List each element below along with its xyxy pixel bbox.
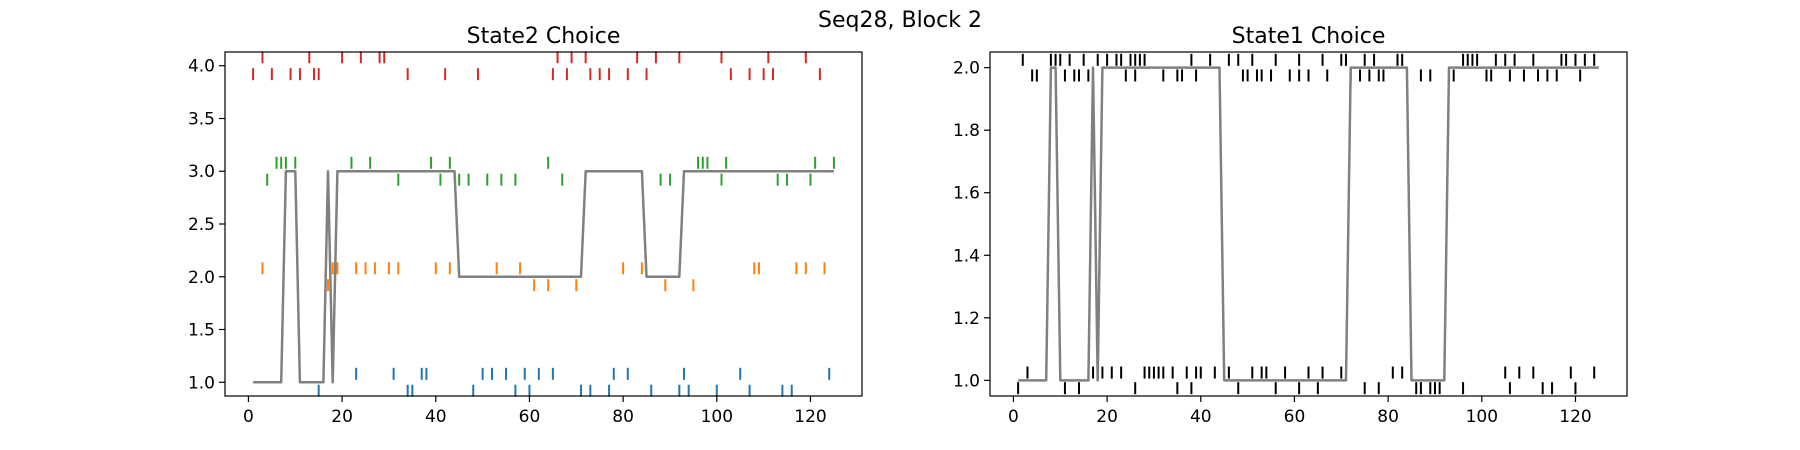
series-state-3-choices xyxy=(266,156,835,186)
x-tick-label: 100 xyxy=(701,407,733,427)
x-tick-label: 80 xyxy=(612,407,634,427)
x-tick-label: 100 xyxy=(1466,407,1498,427)
y-tick-label: 2.5 xyxy=(188,215,215,235)
y-tick-label: 1.0 xyxy=(188,373,215,393)
y-tick-label: 1.6 xyxy=(953,184,980,204)
y-tick-label: 1.4 xyxy=(953,246,980,266)
y-tick-label: 1.8 xyxy=(953,121,980,141)
x-tick-label: 0 xyxy=(1008,407,1019,427)
y-tick-label: 1.2 xyxy=(953,309,980,329)
y-tick-label: 1.5 xyxy=(188,321,215,341)
x-tick-label: 60 xyxy=(519,407,541,427)
series-state-1-choices xyxy=(317,367,831,397)
y-tick-label: 4.0 xyxy=(188,57,215,77)
x-tick-label: 120 xyxy=(794,407,826,427)
y-tick-label: 1.0 xyxy=(953,371,980,391)
y-tick-label: 3.5 xyxy=(188,109,215,129)
x-tick-label: 120 xyxy=(1559,407,1591,427)
figure-suptitle: Seq28, Block 2 xyxy=(818,8,982,33)
panel-state2-choice: State2 Choice 0 20 40 60 80 100 120 1.0 1.5 2.0 2.5… xyxy=(188,24,863,427)
state-line xyxy=(253,169,834,384)
x-tick-label: 40 xyxy=(1190,407,1212,427)
x-tick-label: 0 xyxy=(243,407,254,427)
state-line xyxy=(1018,66,1599,382)
x-tick-label: 20 xyxy=(1096,407,1118,427)
series-choice-1 xyxy=(1017,366,1596,395)
y-tick-label: 2.0 xyxy=(953,59,980,79)
y-tick-label: 2.0 xyxy=(188,268,215,288)
series-choice-2 xyxy=(1021,53,1596,82)
x-tick-label: 40 xyxy=(425,407,447,427)
chart-title: State2 Choice xyxy=(467,24,621,49)
axes-frame xyxy=(989,51,1628,397)
y-tick-label: 3.0 xyxy=(188,162,215,182)
x-tick-label: 60 xyxy=(1284,407,1306,427)
series-state-4-choices xyxy=(252,51,821,81)
chart-title: State1 Choice xyxy=(1232,24,1386,49)
x-tick-label: 20 xyxy=(331,407,353,427)
x-tick-label: 80 xyxy=(1377,407,1399,427)
panel-state1-choice: State1 Choice 0 20 40 60 80 100 120 1.0 1.2 1.4 1.6… xyxy=(953,24,1628,427)
axes-frame xyxy=(224,51,863,397)
series-state-2-choices xyxy=(261,262,826,292)
